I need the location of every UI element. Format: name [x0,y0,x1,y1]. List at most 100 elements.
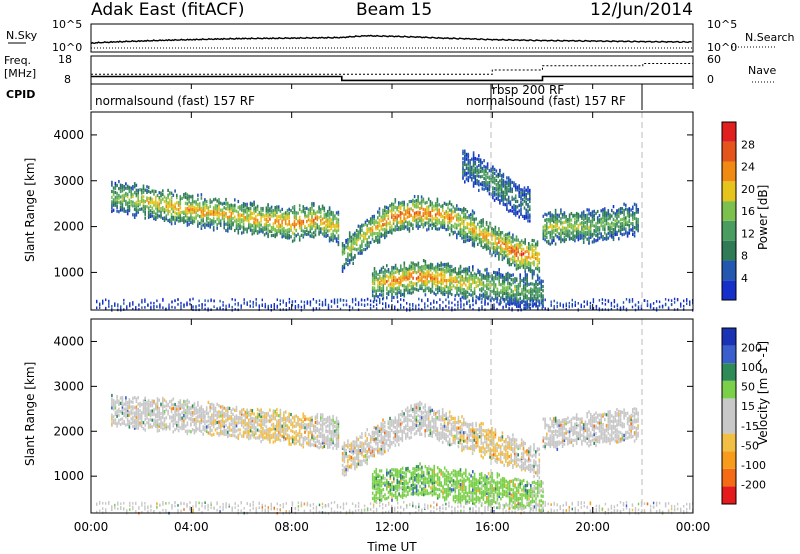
velocity-cell [151,409,154,413]
velocity-cell [158,414,161,418]
power-cell [293,219,296,223]
velocity-cell [244,428,247,432]
power-cell [658,300,661,304]
power-cell [306,206,308,210]
power-cell [386,280,388,284]
power-cell [332,232,334,237]
power-cell [373,222,375,226]
velocity-cell [156,423,159,427]
power-cell [524,240,526,244]
power-cell [510,249,512,253]
power-cell [137,191,139,195]
power-cell [267,307,269,310]
power-cell [544,212,546,216]
power-cell [447,210,449,215]
velocity-cell [149,423,152,427]
power-cell [133,185,136,189]
power-cell [184,214,187,218]
power-cell [153,301,155,305]
power-cell [274,210,276,214]
power-cell [190,204,192,208]
power-cell [354,253,356,258]
power-cell [114,190,117,195]
power-cell [560,208,562,212]
velocity-cell [246,422,248,426]
power-cell [373,278,376,282]
power-cell [494,254,497,258]
velocity-cell [158,409,161,413]
velocity-cell [112,404,115,408]
power-cell [538,266,541,270]
power-cell [530,290,532,294]
power-cell [401,220,404,224]
power-cell [372,305,375,308]
power-cell [652,302,655,305]
power-cell [619,231,622,235]
power-cell [500,177,503,181]
power-cell [385,228,388,232]
velocity-cell [197,403,199,407]
power-cell [485,228,488,232]
power-cell [170,204,173,208]
power-cell [489,280,492,284]
power-cell [314,233,317,237]
power-cell [494,239,497,243]
power-cell [311,221,313,225]
power-cell [561,231,564,235]
velocity-cell [155,407,157,411]
power-cell [421,268,423,272]
velocity-cell [256,436,259,440]
power-cell [506,261,509,265]
power-cell [433,268,435,272]
power-cell [609,234,611,238]
power-cell [501,285,504,289]
power-cell [554,220,557,224]
velocity-cell [172,397,175,401]
power-cell [396,206,398,210]
power-cell [298,207,301,212]
power-cell [255,206,257,210]
power-cell [447,286,449,290]
power-cell [481,305,483,308]
velocity-cell [191,406,194,410]
power-cell [382,276,385,280]
power-cell [471,209,474,213]
power-cell [632,232,634,236]
power-cell [414,269,416,273]
power-cell [499,188,501,192]
power-cell [438,208,440,212]
power-cell [536,264,539,268]
power-cell [318,207,320,211]
power-cell [364,243,367,247]
power-cell [262,206,264,211]
power-cell [339,307,342,311]
power-cell [649,306,652,309]
power-cell [354,233,356,238]
power-cell [526,257,528,261]
power-cell [575,227,578,231]
power-cell [415,307,417,311]
power-cell [463,240,465,244]
power-cell [209,198,211,202]
power-cell [359,244,361,248]
power-cell [269,213,271,217]
power-cell [377,232,379,236]
power-cell [200,220,203,225]
power-cell [327,220,329,224]
power-cell [332,217,334,221]
power-cell [414,266,416,270]
power-cell [538,252,541,256]
power-cell [465,152,468,156]
power-cell [519,300,521,304]
power-cell [146,189,148,193]
power-cell [156,204,159,208]
power-cell [611,214,613,218]
power-cell [401,200,404,204]
power-cell [475,233,477,237]
power-cell [433,279,435,283]
power-cell [488,175,491,179]
power-cell [222,308,224,311]
power-cell [325,234,327,238]
power-cell [419,201,421,205]
power-cell [553,230,555,234]
